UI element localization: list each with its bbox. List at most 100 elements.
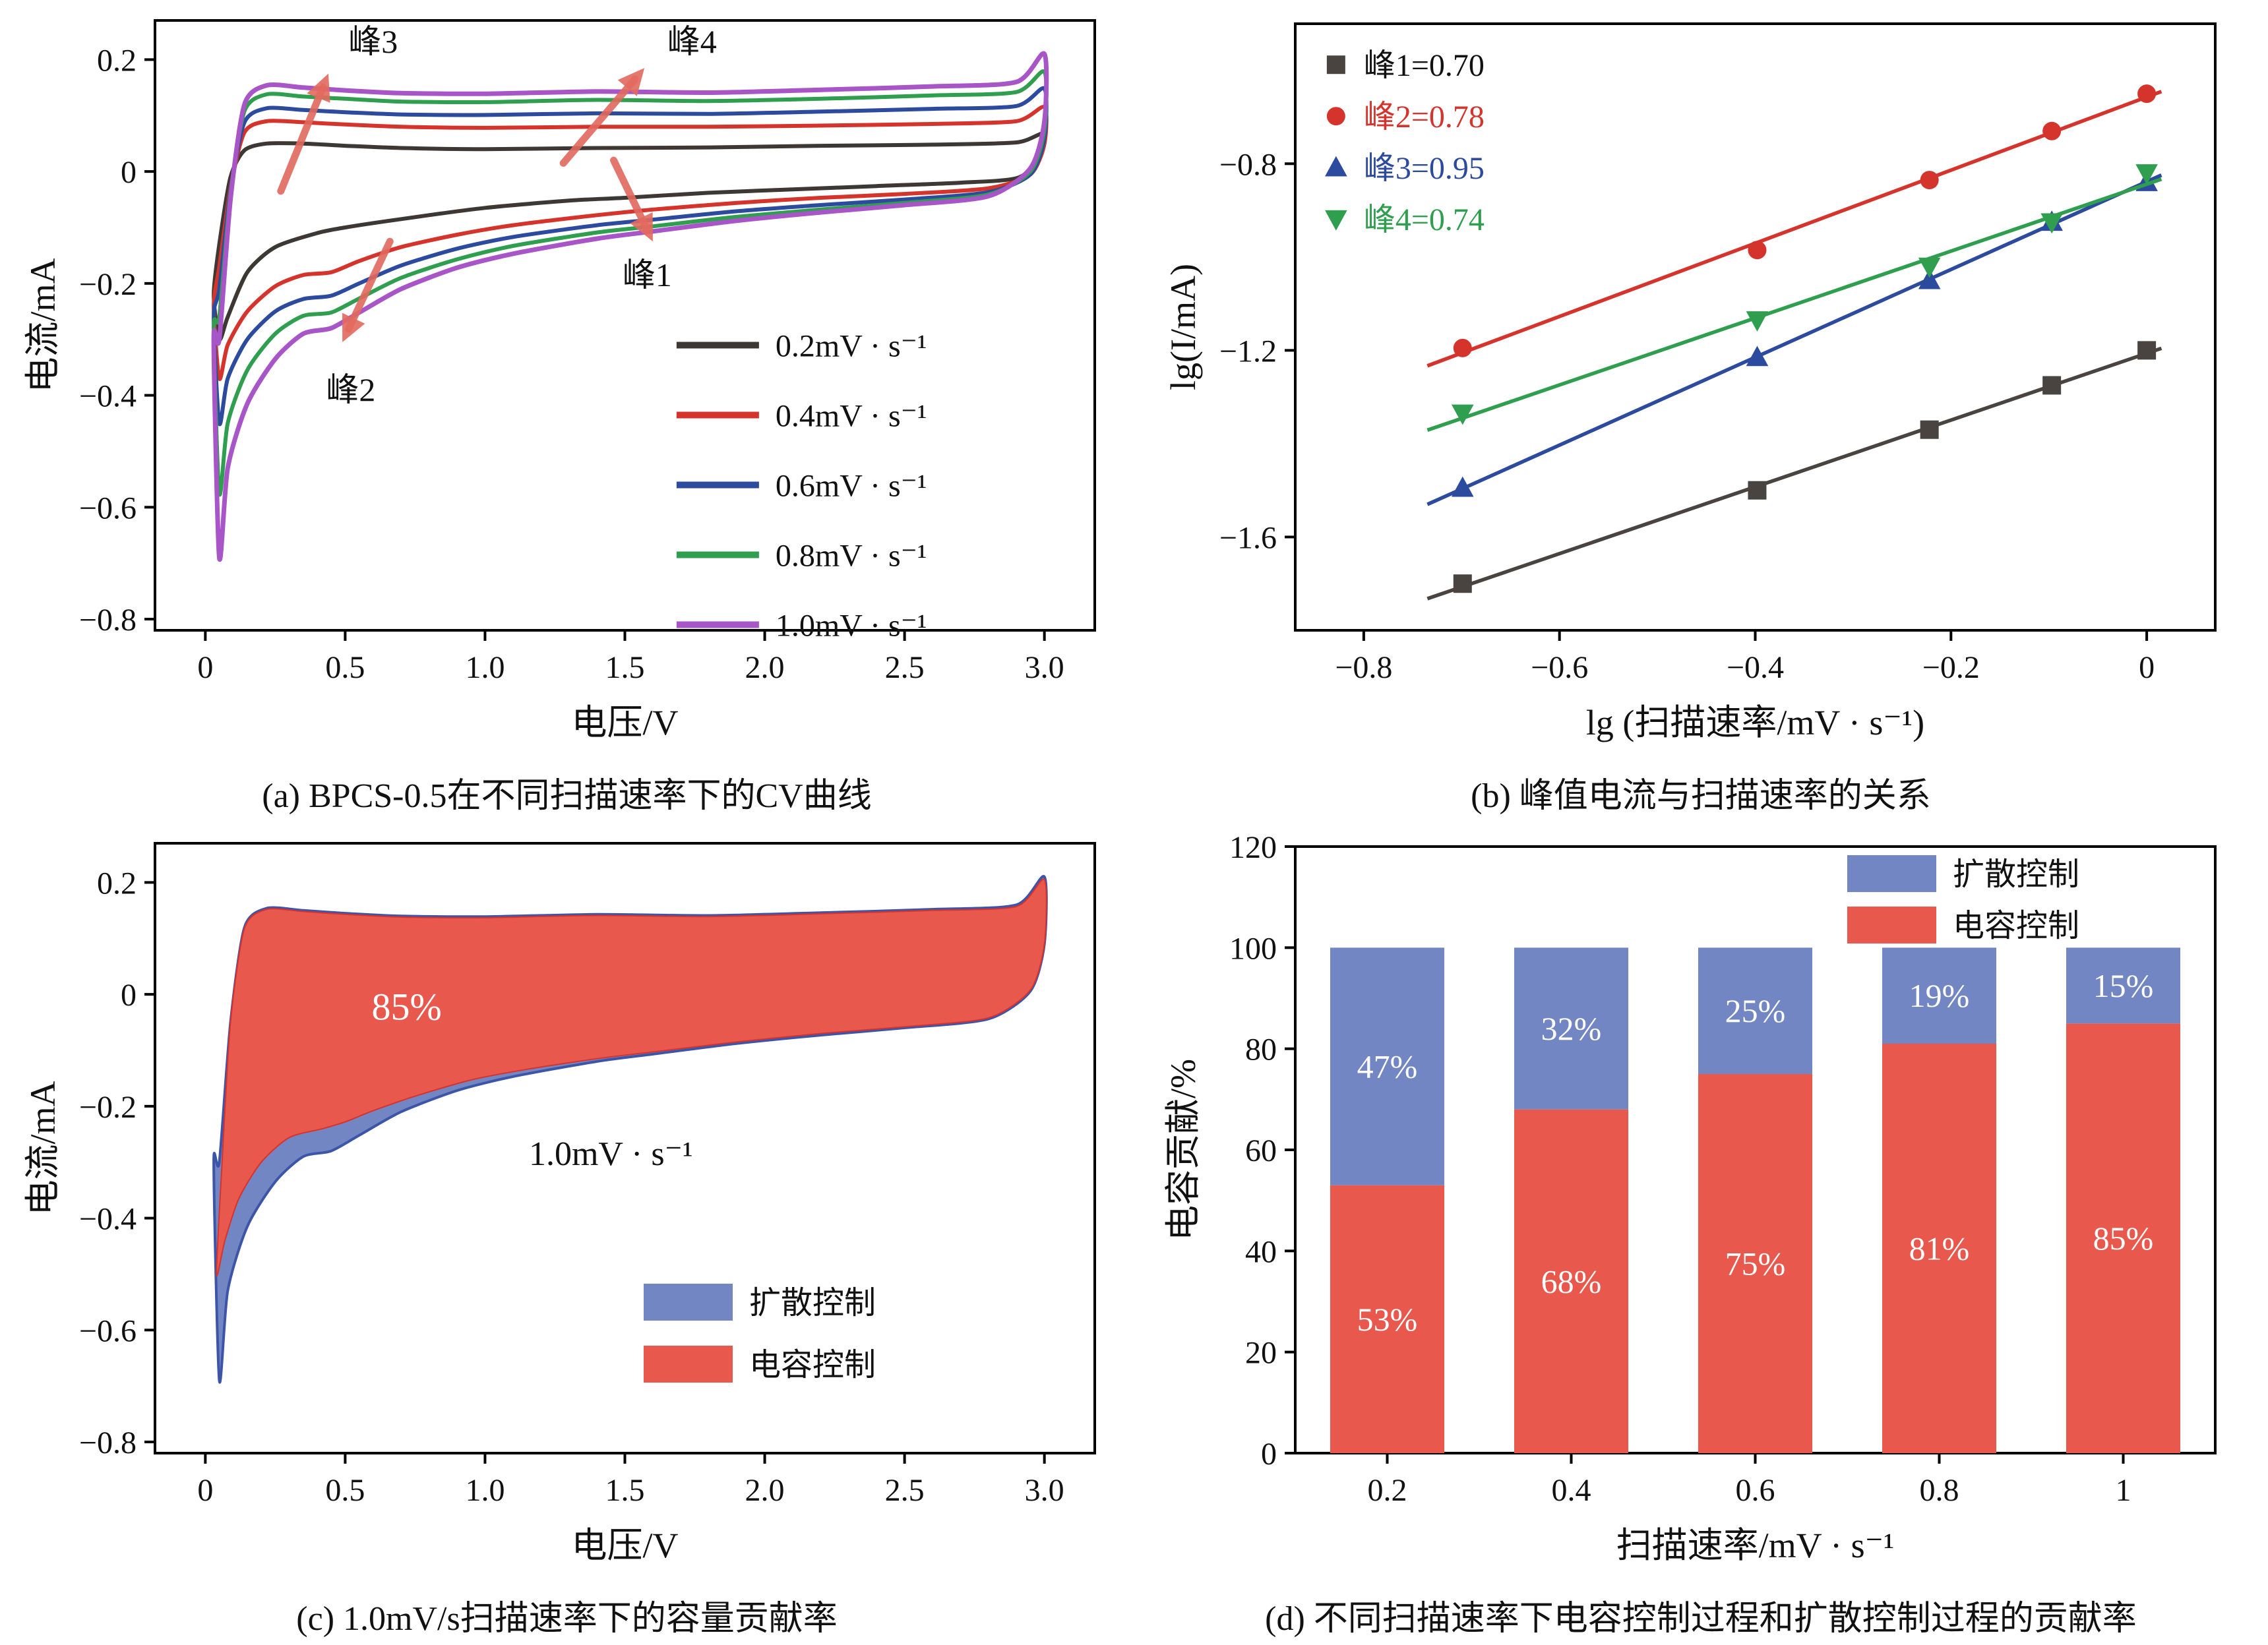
series-group xyxy=(212,875,1048,1384)
marker-square xyxy=(1920,420,1939,439)
peak-arrow xyxy=(609,156,650,232)
marker-triangle-down xyxy=(2135,164,2158,185)
y-tick-label: 0.2 xyxy=(97,43,137,78)
bar-电容控制-0.6 xyxy=(1698,1074,1812,1453)
caption-c: (c) 1.0mV/s扫描速率下的容量贡献率 xyxy=(296,1600,838,1638)
marker-triangle-down xyxy=(1325,210,1347,231)
y-tick-label: 20 xyxy=(1245,1336,1277,1371)
x-tick-label: 2.0 xyxy=(745,650,784,685)
peak-current-scatter-chart: −0.8 −0.6 −0.4 −0.2 0 −0.8 −1.2 −1.6 lg (扫描速率/mV… xyxy=(1163,22,2217,742)
x-tick-label: 3.0 xyxy=(1024,1473,1064,1508)
caption-a: (a) BPCS-0.5在不同扫描速率下的CV曲线 xyxy=(262,777,872,815)
x-tick-label: −0.8 xyxy=(1335,650,1392,685)
legend-label: 0.8mV · s⁻¹ xyxy=(775,539,927,574)
y-tick-label: −0.6 xyxy=(78,491,136,525)
bar-电容控制-0.2 xyxy=(1330,1185,1444,1453)
cv-curves-chart: 0 0.5 1.0 1.5 2.0 2.5 3.0 0.2 0 −0.2 −0.4 −0.6 −0.8 电… xyxy=(23,19,1096,742)
fit-line-峰1=0.70 xyxy=(1426,346,2162,601)
x-tick-label: 0 xyxy=(197,1473,213,1508)
legend: 峰1=0.70 峰2=0.78 峰3=0.95 峰4=0.74 xyxy=(1325,48,1485,237)
legend-label: 峰4=0.74 xyxy=(1364,202,1485,237)
peak-arrow-head xyxy=(306,73,330,103)
peak-label: 峰4 xyxy=(667,23,716,60)
bar-label: 19% xyxy=(1909,977,1970,1014)
marker-triangle-up xyxy=(1746,345,1769,367)
x-tick-label: 0 xyxy=(2139,650,2155,685)
y-tick-label: −0.4 xyxy=(78,379,136,414)
peak-arrow-head xyxy=(342,313,365,342)
y-axis-label: 电流/mA xyxy=(23,1081,63,1215)
bar-label: 75% xyxy=(1725,1245,1786,1282)
x-tick-label: 1 xyxy=(2116,1473,2131,1508)
x-tick-label: −0.2 xyxy=(1922,650,1980,685)
bar-电容控制-0.8 xyxy=(1882,1044,1996,1453)
x-tick-label: 1.0 xyxy=(465,1473,505,1508)
caption-d: (d) 不同扫描速率下电容控制过程和扩散控制过程的贡献率 xyxy=(1265,1600,2137,1638)
panel-b: −0.8 −0.6 −0.4 −0.2 0 −0.8 −1.2 −1.6 lg (扫描速率/mV… xyxy=(1134,0,2268,823)
y-tick-label: −0.2 xyxy=(78,1090,136,1125)
y-tick-label: −0.8 xyxy=(78,1425,136,1460)
y-tick-label: 0 xyxy=(121,155,137,190)
x-tick-label: 0.4 xyxy=(1552,1473,1591,1508)
marker-triangle-down xyxy=(2040,213,2063,234)
legend-swatch-rect xyxy=(643,1346,733,1383)
y-tick-label: 80 xyxy=(1245,1032,1277,1067)
legend-label: 扩散控制 xyxy=(1953,857,2079,892)
peak-arrow xyxy=(344,237,394,333)
axes: 0.2 0.4 0.6 0.8 1 0 20 40 60 80 100 120 扫描速率/mV · s⁻… xyxy=(1163,830,2217,1565)
bar-label: 25% xyxy=(1725,992,1786,1029)
y-tick-label: −1.2 xyxy=(1219,334,1277,369)
bar-label: 53% xyxy=(1357,1301,1418,1338)
x-tick-label: 1.0 xyxy=(465,650,505,685)
marker-square xyxy=(2042,376,2062,395)
fit-line-峰3=0.95 xyxy=(1426,173,2162,506)
legend-label: 电容控制 xyxy=(1953,909,2079,943)
legend-swatch-rect xyxy=(643,1284,733,1321)
bar-label: 15% xyxy=(2093,967,2154,1004)
cv-curve-电容控制 xyxy=(215,878,1047,1276)
marker-circle xyxy=(1453,338,1472,357)
series-group xyxy=(211,51,1049,562)
y-tick-label: −1.6 xyxy=(1219,520,1277,555)
marker-circle xyxy=(1326,107,1345,126)
x-tick-label: −0.6 xyxy=(1531,650,1588,685)
bar-label: 81% xyxy=(1909,1230,1970,1267)
legend-label: 0.6mV · s⁻¹ xyxy=(775,469,927,504)
bar-扩散控制-0.8 xyxy=(1882,947,1996,1044)
legend-swatch-rect xyxy=(1847,907,1936,944)
marker-triangle-down xyxy=(1918,257,1941,278)
y-axis-label: 电流/mA xyxy=(23,258,63,392)
x-tick-label: 0.8 xyxy=(1920,1473,1959,1508)
bar-label: 68% xyxy=(1541,1263,1602,1300)
caption-b: (b) 峰值电流与扫描速率的关系 xyxy=(1471,777,1931,815)
marker-circle xyxy=(1920,171,1939,190)
x-tick-label: 1.5 xyxy=(605,650,644,685)
marker-triangle-up xyxy=(1451,476,1474,497)
bar-扩散控制-0.2 xyxy=(1330,947,1444,1185)
fit-line-峰2=0.78 xyxy=(1426,90,2162,368)
axes: 0 0.5 1.0 1.5 2.0 2.5 3.0 0.2 0 −0.2 −0.4 −0.6 −0.8 电… xyxy=(23,842,1096,1565)
marker-circle xyxy=(2137,84,2157,104)
annotation: 85% xyxy=(371,985,441,1028)
x-tick-label: 0.2 xyxy=(1368,1473,1407,1508)
y-tick-label: 60 xyxy=(1245,1133,1277,1168)
marker-square xyxy=(1748,481,1767,500)
legend-label: 电容控制 xyxy=(749,1348,876,1383)
legend-label: 0.4mV · s⁻¹ xyxy=(775,399,927,434)
x-tick-label: 2.5 xyxy=(884,1473,924,1508)
legend-label: 0.2mV · s⁻¹ xyxy=(775,329,927,364)
y-tick-label: −0.4 xyxy=(78,1202,136,1237)
x-tick-label: 3.0 xyxy=(1024,650,1064,685)
x-tick-label: 0.5 xyxy=(325,650,365,685)
x-tick-label: −0.4 xyxy=(1727,650,1784,685)
annotation: 1.0mV · s⁻¹ xyxy=(528,1135,692,1173)
peak-label: 峰1 xyxy=(622,256,671,293)
y-tick-label: −0.2 xyxy=(78,267,136,302)
bar-扩散控制-1 xyxy=(2066,947,2180,1024)
legend-label: 峰1=0.70 xyxy=(1364,48,1485,83)
y-tick-label: 100 xyxy=(1229,931,1277,966)
y-tick-label: 120 xyxy=(1229,830,1277,865)
peak-arrow xyxy=(276,83,326,195)
y-tick-label: −0.8 xyxy=(78,603,136,638)
